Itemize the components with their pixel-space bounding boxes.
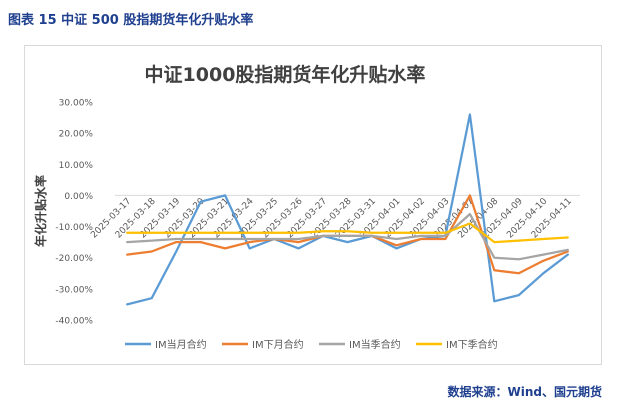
y-axis-label: 年化升贴水率 [33,175,48,247]
y-tick-label: -10.00% [55,223,93,233]
y-tick-label: -20.00% [55,254,93,264]
y-axis: -40.00% -30.00% -20.00% -10.00% 0.00% 10.00% 2… [55,99,93,327]
chart-title: 中证1000股指期货年化升贴水率 [145,63,426,86]
y-axis-label-group: 年化升贴水率 [33,175,48,247]
series-line-1 [126,113,569,306]
legend-label: IM下月合约 [252,338,304,351]
y-tick-label: 0.00% [64,192,93,202]
y-tick-label: 30.00% [59,99,94,109]
legend-label: IM当季合约 [349,338,401,351]
chart-frame: 中证1000股指期货年化升贴水率 年化升贴水率 -40.00% -30.00% -2… [24,45,602,365]
data-source-note: 数据来源：Wind、国元期货 [447,385,602,399]
y-tick-label: -30.00% [55,285,93,295]
figure-caption: 图表 15 中证 500 股指期货年化升贴水率 [8,13,254,28]
series-line-4 [126,222,569,244]
legend: IM当月合约 IM下月合约 IM当季合约 IM下季合约 [125,338,498,351]
series-line-3 [126,212,569,261]
line-chart: 中证1000股指期货年化升贴水率 年化升贴水率 -40.00% -30.00% -2… [33,63,580,351]
y-tick-label: -40.00% [55,317,93,327]
legend-label: IM当月合约 [155,338,207,351]
legend-label: IM下季合约 [446,338,498,351]
y-tick-label: 20.00% [59,130,94,140]
y-tick-label: 10.00% [59,161,94,171]
series-lines [126,113,569,306]
